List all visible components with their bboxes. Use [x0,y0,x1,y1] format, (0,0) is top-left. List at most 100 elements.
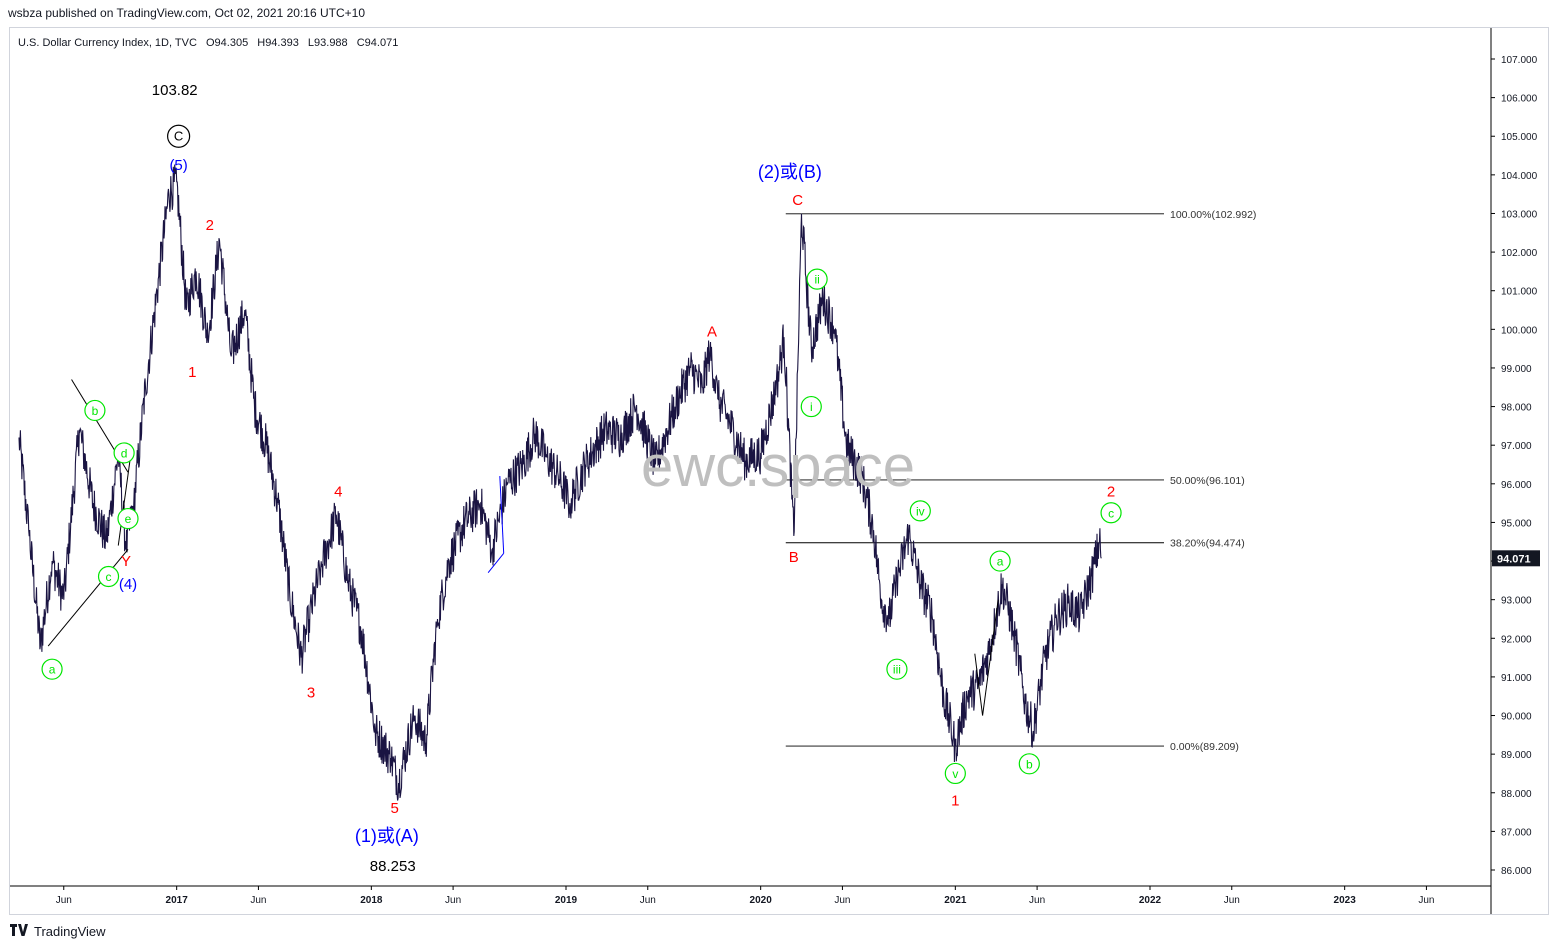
wave-label[interactable]: 2 [1107,484,1115,501]
wave-label-text: 1 [951,792,959,809]
chart-frame [9,27,1549,915]
wave-label-circle [886,658,908,680]
y-tick-label: 96.000 [1501,480,1532,491]
wave-label[interactable]: e [117,507,139,530]
wave-label[interactable]: Y [121,553,131,570]
wave-label-text: a [997,555,1004,569]
trendline[interactable] [982,599,999,716]
wave-label[interactable]: iv [909,500,931,522]
y-tick-label: 103.000 [1501,209,1538,220]
wave-label-circle [909,500,931,522]
wave-label-text: C [174,129,183,144]
wave-label-text: b [1026,757,1033,771]
y-tick-label: 100.000 [1501,325,1538,336]
ohlc-high: H94.393 [257,37,299,49]
wave-label[interactable]: 1 [188,364,196,381]
wave-label[interactable]: C [792,192,803,209]
wave-label-text: A [707,323,717,340]
wave-label[interactable]: a [989,550,1011,572]
last-price-label: 94.071 [1497,553,1531,565]
wave-label-text: d [121,446,128,460]
trendline[interactable] [499,476,505,554]
trendline[interactable] [117,460,131,546]
y-tick-label: 88.000 [1501,789,1532,800]
wave-label[interactable]: b [1018,753,1040,775]
y-tick-label: 90.000 [1501,712,1532,723]
symbol-name: U.S. Dollar Currency Index, 1D, TVC [18,37,197,49]
y-tick-label: 105.000 [1501,132,1538,143]
wave-label-text: 103.82 [152,82,198,99]
wave-label[interactable]: v [944,762,966,785]
wave-label[interactable]: c [97,565,120,588]
wave-label-circle [117,507,139,530]
wave-label[interactable]: (4) [119,576,137,593]
wave-label[interactable]: 4 [334,484,342,501]
wave-label[interactable]: i [800,395,822,418]
wave-label-text: c [106,570,112,584]
x-tick-label: Jun [640,895,656,906]
x-tick-label: Jun [1029,895,1045,906]
x-tick-label: Jun [1224,895,1240,906]
wave-label[interactable]: c [1100,502,1122,524]
wave-label[interactable]: d [113,442,135,464]
price-line [18,164,1102,801]
wave-label[interactable]: 88.253 [370,858,416,875]
trendline[interactable] [487,553,505,573]
wave-label-text: 2 [206,217,214,234]
y-tick-label: 91.000 [1501,673,1532,684]
y-tick-label: 99.000 [1501,364,1532,375]
wave-label-text: ii [814,273,819,287]
x-tick-label: 2023 [1334,895,1357,906]
x-tick-label: 2021 [944,895,967,906]
fib-level-label: 0.00%(89.209) [1170,741,1239,753]
wave-label[interactable]: B [789,549,799,566]
wave-label[interactable]: ii [806,268,828,290]
trendlines[interactable] [47,379,999,716]
trendline[interactable] [974,653,984,716]
x-tick-label: Jun [834,895,850,906]
wave-label-circle [806,268,828,290]
wave-label-text: iii [893,663,901,677]
y-tick-label: 92.000 [1501,634,1532,645]
wave-label[interactable]: iii [886,658,908,680]
wave-label[interactable]: (2)或(B) [758,162,822,182]
wave-label[interactable]: C [167,124,191,148]
trendline[interactable] [47,549,129,647]
wave-label-circle [113,442,135,464]
wave-label[interactable]: 5 [391,800,399,817]
wave-label-text: iv [916,504,925,518]
wave-label-circle [944,762,966,785]
wave-label-circle [97,565,120,588]
wave-label-circle [1100,502,1122,524]
wave-label-text: a [49,663,56,677]
wave-label[interactable]: 1 [951,792,959,809]
wave-label[interactable]: b [84,399,106,422]
wave-label-text: C [792,192,803,209]
wave-label[interactable]: A [707,323,717,340]
x-tick-label: 2022 [1139,895,1162,906]
y-tick-label: 97.000 [1501,441,1532,452]
wave-label-text: b [92,404,99,418]
wave-label[interactable]: a [41,658,63,680]
y-tick-label: 89.000 [1501,750,1532,761]
wave-label[interactable]: (5) [169,157,187,174]
wave-labels[interactable]: 103.82 C (5) 2 1 b d e Yc (4) a 4 3 5 (1)或(A) 88.253 A (2… [41,82,1122,875]
wave-label-text: 88.253 [370,858,416,875]
wave-label-text: Y [121,553,131,570]
wave-label-text: 4 [334,484,342,501]
wave-label[interactable]: 103.82 [152,82,198,99]
fibonacci-retracement[interactable]: 100.00%(102.992) 50.00%(96.101) 38.20%(94.… [785,209,1257,753]
price-axis[interactable]: 86.000 87.000 88.000 89.000 90.000 91.000 92.0… [1491,55,1538,877]
y-tick-label: 93.000 [1501,596,1532,607]
y-tick-label: 104.000 [1501,171,1538,182]
tradingview-logo-icon [10,924,28,939]
wave-label[interactable]: 3 [307,684,315,701]
wave-label-circle [84,399,106,422]
wave-label[interactable]: (1)或(A) [355,826,419,846]
x-tick-label: Jun [250,895,266,906]
y-tick-label: 101.000 [1501,287,1538,298]
fib-level-label: 38.20%(94.474) [1170,538,1245,550]
time-axis[interactable]: Jun 2017 Jun 2018 Jun 2019 Jun 2020 Jun 2021 Jun 20… [56,886,1435,906]
wave-label[interactable]: 2 [206,217,214,234]
